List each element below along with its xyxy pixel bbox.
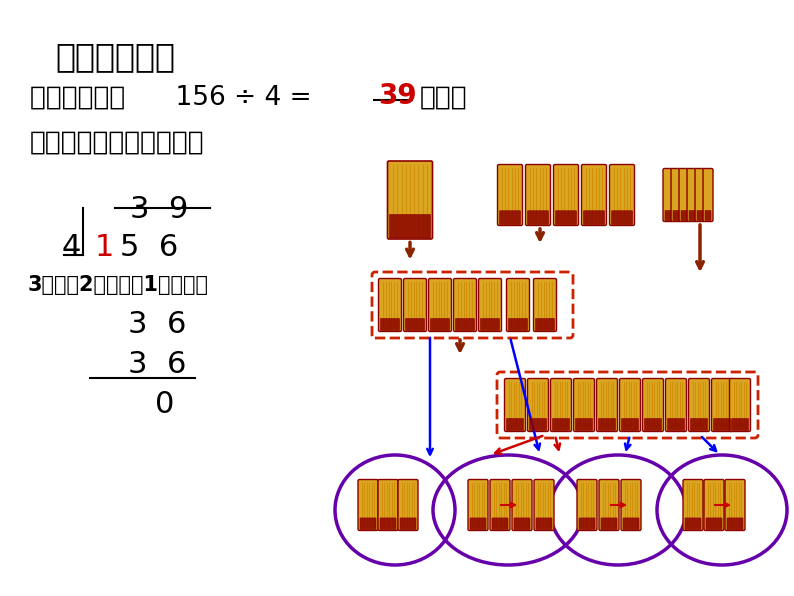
- FancyBboxPatch shape: [504, 378, 526, 432]
- Text: 3除该有2再那不够1怎嗯办？: 3除该有2再那不够1怎嗯办？: [28, 275, 209, 295]
- Text: 4: 4: [62, 233, 81, 262]
- FancyBboxPatch shape: [703, 169, 713, 222]
- FancyBboxPatch shape: [550, 378, 572, 432]
- FancyBboxPatch shape: [665, 378, 687, 432]
- Text: 先想一想，商是几位数？: 先想一想，商是几位数？: [30, 130, 205, 156]
- FancyBboxPatch shape: [406, 318, 425, 331]
- Text: （吨）: （吨）: [420, 85, 468, 111]
- FancyBboxPatch shape: [468, 480, 488, 530]
- FancyBboxPatch shape: [398, 480, 418, 530]
- FancyBboxPatch shape: [623, 518, 639, 529]
- FancyBboxPatch shape: [534, 480, 554, 530]
- FancyBboxPatch shape: [663, 169, 673, 222]
- FancyBboxPatch shape: [599, 480, 619, 530]
- FancyBboxPatch shape: [727, 518, 743, 529]
- FancyBboxPatch shape: [687, 169, 697, 222]
- FancyBboxPatch shape: [584, 211, 604, 225]
- FancyBboxPatch shape: [668, 418, 684, 430]
- FancyBboxPatch shape: [711, 378, 733, 432]
- FancyBboxPatch shape: [514, 518, 530, 529]
- FancyBboxPatch shape: [601, 518, 617, 529]
- FancyBboxPatch shape: [400, 518, 416, 529]
- FancyBboxPatch shape: [688, 378, 710, 432]
- Text: 39: 39: [378, 82, 417, 110]
- FancyBboxPatch shape: [480, 318, 499, 331]
- FancyBboxPatch shape: [691, 418, 707, 430]
- FancyBboxPatch shape: [490, 480, 510, 530]
- FancyBboxPatch shape: [697, 210, 703, 221]
- FancyBboxPatch shape: [665, 210, 671, 221]
- FancyBboxPatch shape: [527, 378, 549, 432]
- FancyBboxPatch shape: [553, 418, 569, 430]
- Text: 5  6: 5 6: [120, 233, 178, 262]
- FancyBboxPatch shape: [479, 278, 502, 331]
- FancyBboxPatch shape: [535, 318, 554, 331]
- FancyBboxPatch shape: [530, 418, 546, 430]
- FancyBboxPatch shape: [725, 480, 745, 530]
- FancyBboxPatch shape: [536, 518, 552, 529]
- FancyBboxPatch shape: [599, 418, 615, 430]
- FancyBboxPatch shape: [681, 210, 687, 221]
- Text: 0: 0: [155, 390, 175, 419]
- FancyBboxPatch shape: [556, 211, 576, 225]
- FancyBboxPatch shape: [576, 418, 592, 430]
- FancyBboxPatch shape: [706, 518, 722, 529]
- FancyBboxPatch shape: [689, 210, 695, 221]
- FancyBboxPatch shape: [380, 318, 399, 331]
- FancyBboxPatch shape: [379, 278, 402, 331]
- FancyBboxPatch shape: [507, 278, 530, 331]
- FancyBboxPatch shape: [579, 518, 595, 529]
- FancyBboxPatch shape: [456, 318, 475, 331]
- FancyBboxPatch shape: [619, 378, 641, 432]
- FancyBboxPatch shape: [671, 169, 681, 222]
- FancyBboxPatch shape: [704, 480, 724, 530]
- FancyBboxPatch shape: [731, 418, 749, 430]
- FancyBboxPatch shape: [499, 211, 521, 225]
- FancyBboxPatch shape: [498, 164, 522, 225]
- FancyBboxPatch shape: [695, 169, 705, 222]
- FancyBboxPatch shape: [507, 418, 523, 430]
- FancyBboxPatch shape: [683, 480, 703, 530]
- FancyBboxPatch shape: [645, 418, 661, 430]
- FancyBboxPatch shape: [387, 161, 433, 239]
- Text: 3  6: 3 6: [128, 350, 187, 379]
- FancyBboxPatch shape: [390, 215, 430, 238]
- FancyBboxPatch shape: [526, 164, 550, 225]
- Text: 二、合作探索: 二、合作探索: [55, 40, 175, 73]
- FancyBboxPatch shape: [730, 378, 750, 432]
- FancyBboxPatch shape: [429, 278, 452, 331]
- FancyBboxPatch shape: [621, 480, 641, 530]
- FancyBboxPatch shape: [470, 518, 486, 529]
- Text: 1: 1: [95, 233, 114, 262]
- FancyBboxPatch shape: [705, 210, 711, 221]
- FancyBboxPatch shape: [642, 378, 664, 432]
- FancyBboxPatch shape: [622, 418, 638, 430]
- FancyBboxPatch shape: [527, 211, 549, 225]
- FancyBboxPatch shape: [611, 211, 633, 225]
- FancyBboxPatch shape: [430, 318, 449, 331]
- FancyBboxPatch shape: [378, 480, 398, 530]
- FancyBboxPatch shape: [512, 480, 532, 530]
- FancyBboxPatch shape: [534, 278, 557, 331]
- FancyBboxPatch shape: [685, 518, 701, 529]
- FancyBboxPatch shape: [610, 164, 634, 225]
- FancyBboxPatch shape: [673, 210, 679, 221]
- FancyBboxPatch shape: [596, 378, 618, 432]
- FancyBboxPatch shape: [453, 278, 476, 331]
- Text: 3  6: 3 6: [128, 310, 187, 339]
- FancyBboxPatch shape: [577, 480, 597, 530]
- FancyBboxPatch shape: [380, 518, 396, 529]
- FancyBboxPatch shape: [358, 480, 378, 530]
- FancyBboxPatch shape: [360, 518, 376, 529]
- FancyBboxPatch shape: [679, 169, 689, 222]
- Text: 3  9: 3 9: [130, 195, 188, 224]
- FancyBboxPatch shape: [492, 518, 508, 529]
- Text: 列竖式计算：      156 ÷ 4 =: 列竖式计算： 156 ÷ 4 =: [30, 85, 320, 111]
- FancyBboxPatch shape: [581, 164, 607, 225]
- FancyBboxPatch shape: [553, 164, 579, 225]
- FancyBboxPatch shape: [573, 378, 595, 432]
- FancyBboxPatch shape: [714, 418, 730, 430]
- FancyBboxPatch shape: [508, 318, 527, 331]
- FancyBboxPatch shape: [403, 278, 426, 331]
